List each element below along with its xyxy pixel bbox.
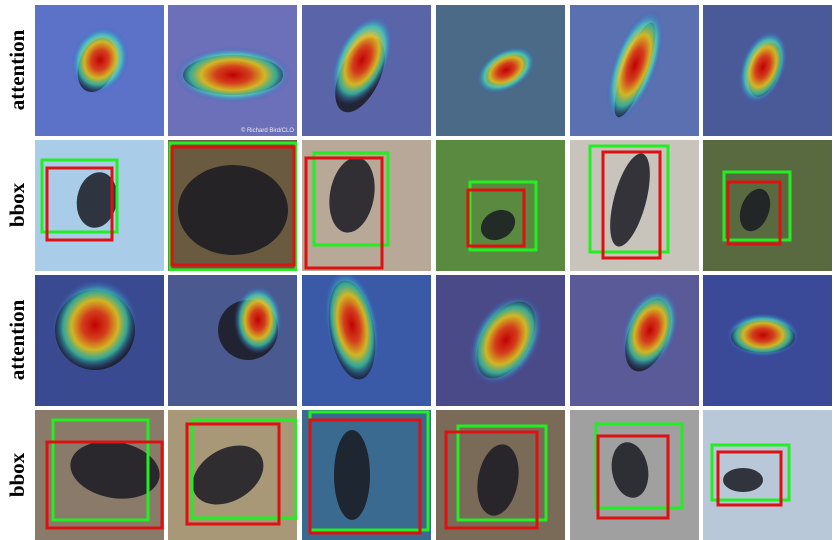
ground-truth-box (588, 144, 670, 254)
row-label: attention (5, 29, 29, 110)
predicted-box (716, 450, 783, 507)
predicted-box (726, 180, 782, 246)
ground-truth-box (594, 422, 684, 510)
image-cell (35, 5, 164, 136)
predicted-box (45, 166, 114, 242)
row-label: attention (5, 299, 29, 380)
predicted-box (601, 150, 662, 260)
bird (192, 445, 264, 505)
predicted-box (596, 434, 670, 520)
image-cell (570, 140, 699, 271)
bird (610, 153, 650, 247)
image-cell (35, 140, 164, 271)
attention-map (175, 47, 291, 103)
bird (739, 188, 771, 232)
image-cell (168, 275, 297, 406)
image-cell (570, 5, 699, 136)
image-cell (35, 410, 164, 540)
bird (70, 441, 160, 499)
predicted-box (308, 418, 422, 535)
predicted-box (45, 440, 164, 530)
bird (477, 444, 519, 516)
row-label: bbox (5, 452, 29, 497)
image-cell: © Richard Bird/CLO (168, 5, 297, 136)
attention-map (71, 26, 129, 94)
image-cell (703, 5, 832, 136)
attention-map (476, 46, 536, 94)
bird (480, 209, 516, 241)
bird (334, 430, 370, 520)
ground-truth-box (190, 418, 297, 520)
bird (329, 157, 375, 233)
attention-map (324, 275, 380, 381)
row-label: bbox (5, 182, 29, 227)
bird (611, 442, 649, 498)
predicted-box (185, 422, 281, 526)
image-cell (703, 140, 832, 271)
attention-map (606, 9, 664, 121)
image-cell (703, 275, 832, 406)
attention-map (52, 279, 138, 371)
image-cell (436, 140, 565, 271)
predicted-box (444, 430, 539, 530)
image-cell (436, 275, 565, 406)
watermark: © Richard Bird/CLO (241, 127, 294, 134)
ground-truth-box (722, 170, 792, 242)
ground-truth-box (312, 151, 390, 247)
ground-truth-box (40, 158, 119, 234)
predicted-box (304, 156, 384, 270)
image-cell (168, 410, 297, 540)
image-cell (570, 275, 699, 406)
photo (703, 410, 832, 540)
image-cell (168, 140, 297, 271)
ground-truth-box (456, 424, 548, 522)
attention-map (234, 286, 282, 354)
ground-truth-box (710, 443, 791, 502)
image-cell (302, 275, 431, 406)
attention-map (621, 289, 679, 371)
predicted-box (466, 188, 526, 248)
ground-truth-box (468, 180, 538, 252)
image-cell (302, 5, 431, 136)
predicted-box (170, 145, 296, 267)
bird (178, 165, 288, 255)
bird (723, 468, 763, 492)
image-cell (703, 410, 832, 540)
ground-truth-box (168, 141, 297, 271)
image-cell (35, 275, 164, 406)
image-cell (302, 140, 431, 271)
bird (76, 172, 118, 228)
attention-map (469, 295, 543, 385)
attention-map (727, 313, 799, 357)
image-cell (570, 410, 699, 540)
attention-map (330, 15, 394, 105)
attention-map (738, 30, 788, 104)
image-cell (436, 410, 565, 540)
image-cell (302, 410, 431, 540)
image-cell (436, 5, 565, 136)
ground-truth-box (51, 418, 150, 522)
